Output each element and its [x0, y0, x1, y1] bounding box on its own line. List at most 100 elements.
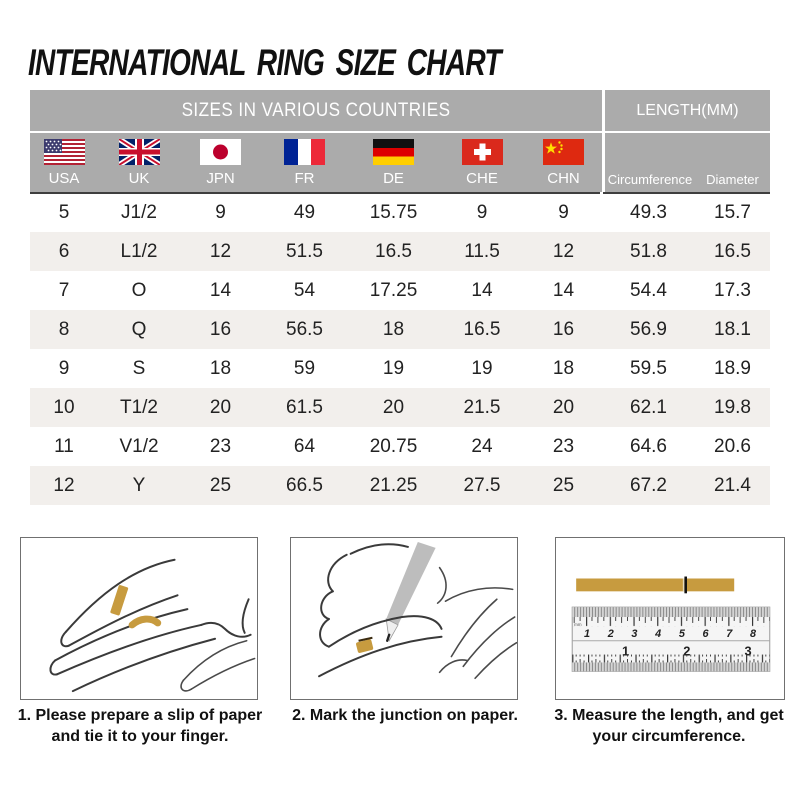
table-cell: 12 — [209, 241, 232, 262]
ruler: mm 1 2 3 4 5 6 7 8 1 2 3 — [571, 606, 771, 672]
svg-text:3: 3 — [744, 644, 751, 659]
table-cell: 16 — [209, 319, 232, 340]
column-label-che: CHE — [466, 170, 498, 187]
table-cell: 25 — [552, 475, 575, 496]
column-uk: UK — [98, 133, 180, 193]
table-cell: 17.25 — [369, 280, 418, 301]
svg-text:4: 4 — [654, 628, 661, 640]
table-cell: 18.9 — [714, 358, 751, 379]
column-label-jpn: JPN — [206, 170, 235, 187]
table-cell: 25 — [209, 475, 232, 496]
table-row: 5 J1/2 9 49 15.75 9 9 49.3 15.7 — [30, 193, 770, 232]
table-cell: 12 — [552, 241, 575, 262]
table-cell: 14 — [471, 280, 493, 301]
table-cell: 18 — [382, 319, 405, 340]
table-cell: 16.5 — [463, 319, 501, 340]
table-cell: 16 — [552, 319, 575, 340]
table-cell: Y — [132, 475, 146, 496]
column-de: DE — [348, 133, 439, 193]
table-cell: 21.5 — [463, 397, 501, 418]
table-cell: T1/2 — [119, 397, 159, 418]
paper-ring-band — [356, 639, 374, 653]
table-cell: 19 — [382, 358, 405, 379]
table-cell: Q — [131, 319, 147, 340]
page-title: INTERNATIONAL RING SIZE CHART — [28, 42, 502, 83]
table-cell: 9 — [476, 202, 488, 223]
table-cell: L1/2 — [120, 241, 158, 262]
header-divider-rule — [30, 192, 770, 194]
paper-strip — [576, 578, 735, 592]
table-cell: 15.7 — [714, 202, 751, 223]
flag-row: USA UK JPN FR D — [30, 133, 770, 193]
svg-text:6: 6 — [703, 628, 710, 640]
table-cell: V1/2 — [119, 436, 159, 457]
svg-text:3: 3 — [631, 628, 637, 640]
table-cell: 51.5 — [286, 241, 323, 262]
table-cell: 5 — [58, 202, 70, 223]
caption-step-1: 1. Please prepare a slip of paper and ti… — [17, 707, 263, 745]
japan-flag-icon — [200, 139, 241, 165]
table-cell: 21.4 — [714, 475, 751, 496]
column-usa: USA — [30, 133, 98, 193]
column-circumference: Circumference — [602, 133, 695, 193]
paper-strip — [110, 584, 129, 616]
table-cell: 64.6 — [630, 436, 667, 457]
svg-text:mm: mm — [574, 622, 582, 627]
china-flag-icon — [543, 139, 584, 165]
table-cell: 8 — [58, 319, 70, 340]
table-cell: O — [131, 280, 147, 301]
table-cell: 61.5 — [286, 397, 323, 418]
pen-marking-junction-illustration — [318, 541, 517, 680]
table-cell: 7 — [58, 280, 70, 301]
header-length-mm: LENGTH(MM) — [602, 90, 770, 131]
instruction-box-2 — [290, 537, 518, 700]
table-row: 7 O 14 54 17.25 14 14 54.4 17.3 — [30, 271, 770, 310]
table-cell: 20 — [552, 397, 575, 418]
svg-text:2: 2 — [683, 644, 690, 659]
table-cell: 20.6 — [714, 436, 751, 457]
table-cell: 16.5 — [375, 241, 412, 262]
table-cell: 14 — [209, 280, 232, 301]
table-cell: 23 — [209, 436, 232, 457]
usa-flag-icon — [43, 139, 85, 165]
table-cell: 14 — [552, 280, 575, 301]
caption-step-2: 2. Mark the junction on paper. — [292, 707, 518, 724]
ruler-measuring-illustration: mm 1 2 3 4 5 6 7 8 1 2 3 — [571, 576, 771, 672]
table-cell: 54.4 — [630, 280, 667, 301]
table-cell: 20 — [382, 397, 405, 418]
table-cell: 18 — [552, 358, 575, 379]
table-cell: 17.3 — [714, 280, 751, 301]
column-label-circumference: Circumference — [607, 172, 693, 187]
table-cell: 19 — [471, 358, 493, 379]
table-cell: 6 — [58, 241, 70, 262]
svg-text:7: 7 — [726, 628, 733, 640]
table-cell: 19.8 — [714, 397, 751, 418]
table-cell: 62.1 — [630, 397, 667, 418]
table-body: 5 J1/2 9 49 15.75 9 9 49.3 15.7 6 L1/2 12 51.5 16.5 11… — [30, 193, 770, 505]
instruction-box-1 — [20, 537, 258, 700]
column-jpn: JPN — [180, 133, 261, 193]
hand-with-paper-strip-illustration — [49, 558, 256, 693]
table-header-band: SIZES IN VARIOUS COUNTRIES LENGTH(MM) — [30, 90, 770, 133]
table-cell: S — [132, 358, 146, 379]
table-cell: 18.1 — [714, 319, 751, 340]
table-row: 12 Y 25 66.5 21.25 27.5 25 67.2 21.4 — [30, 466, 770, 505]
table-cell: 9 — [215, 202, 226, 223]
svg-text:8: 8 — [750, 628, 757, 640]
table-cell: 49.3 — [630, 202, 667, 223]
switzerland-flag-icon — [461, 139, 503, 165]
table-cell: 27.5 — [463, 475, 501, 496]
table-row: 6 L1/2 12 51.5 16.5 11.5 12 51.8 16.5 — [30, 232, 770, 271]
table-cell: 12 — [53, 475, 75, 496]
paper-strip-wrap — [128, 615, 162, 629]
column-chn: CHN — [525, 133, 602, 193]
table-row: 10 T1/2 20 61.5 20 21.5 20 62.1 19.8 — [30, 388, 770, 427]
table-cell: 24 — [471, 436, 493, 457]
table-row: 9 S 18 59 19 19 18 59.5 18.9 — [30, 349, 770, 388]
svg-text:1: 1 — [584, 628, 590, 640]
column-label-usa: USA — [48, 170, 80, 187]
table-cell: 20 — [209, 397, 232, 418]
table-cell: 49 — [293, 202, 316, 223]
table-cell: 67.2 — [630, 475, 667, 496]
junction-mark — [358, 636, 373, 642]
